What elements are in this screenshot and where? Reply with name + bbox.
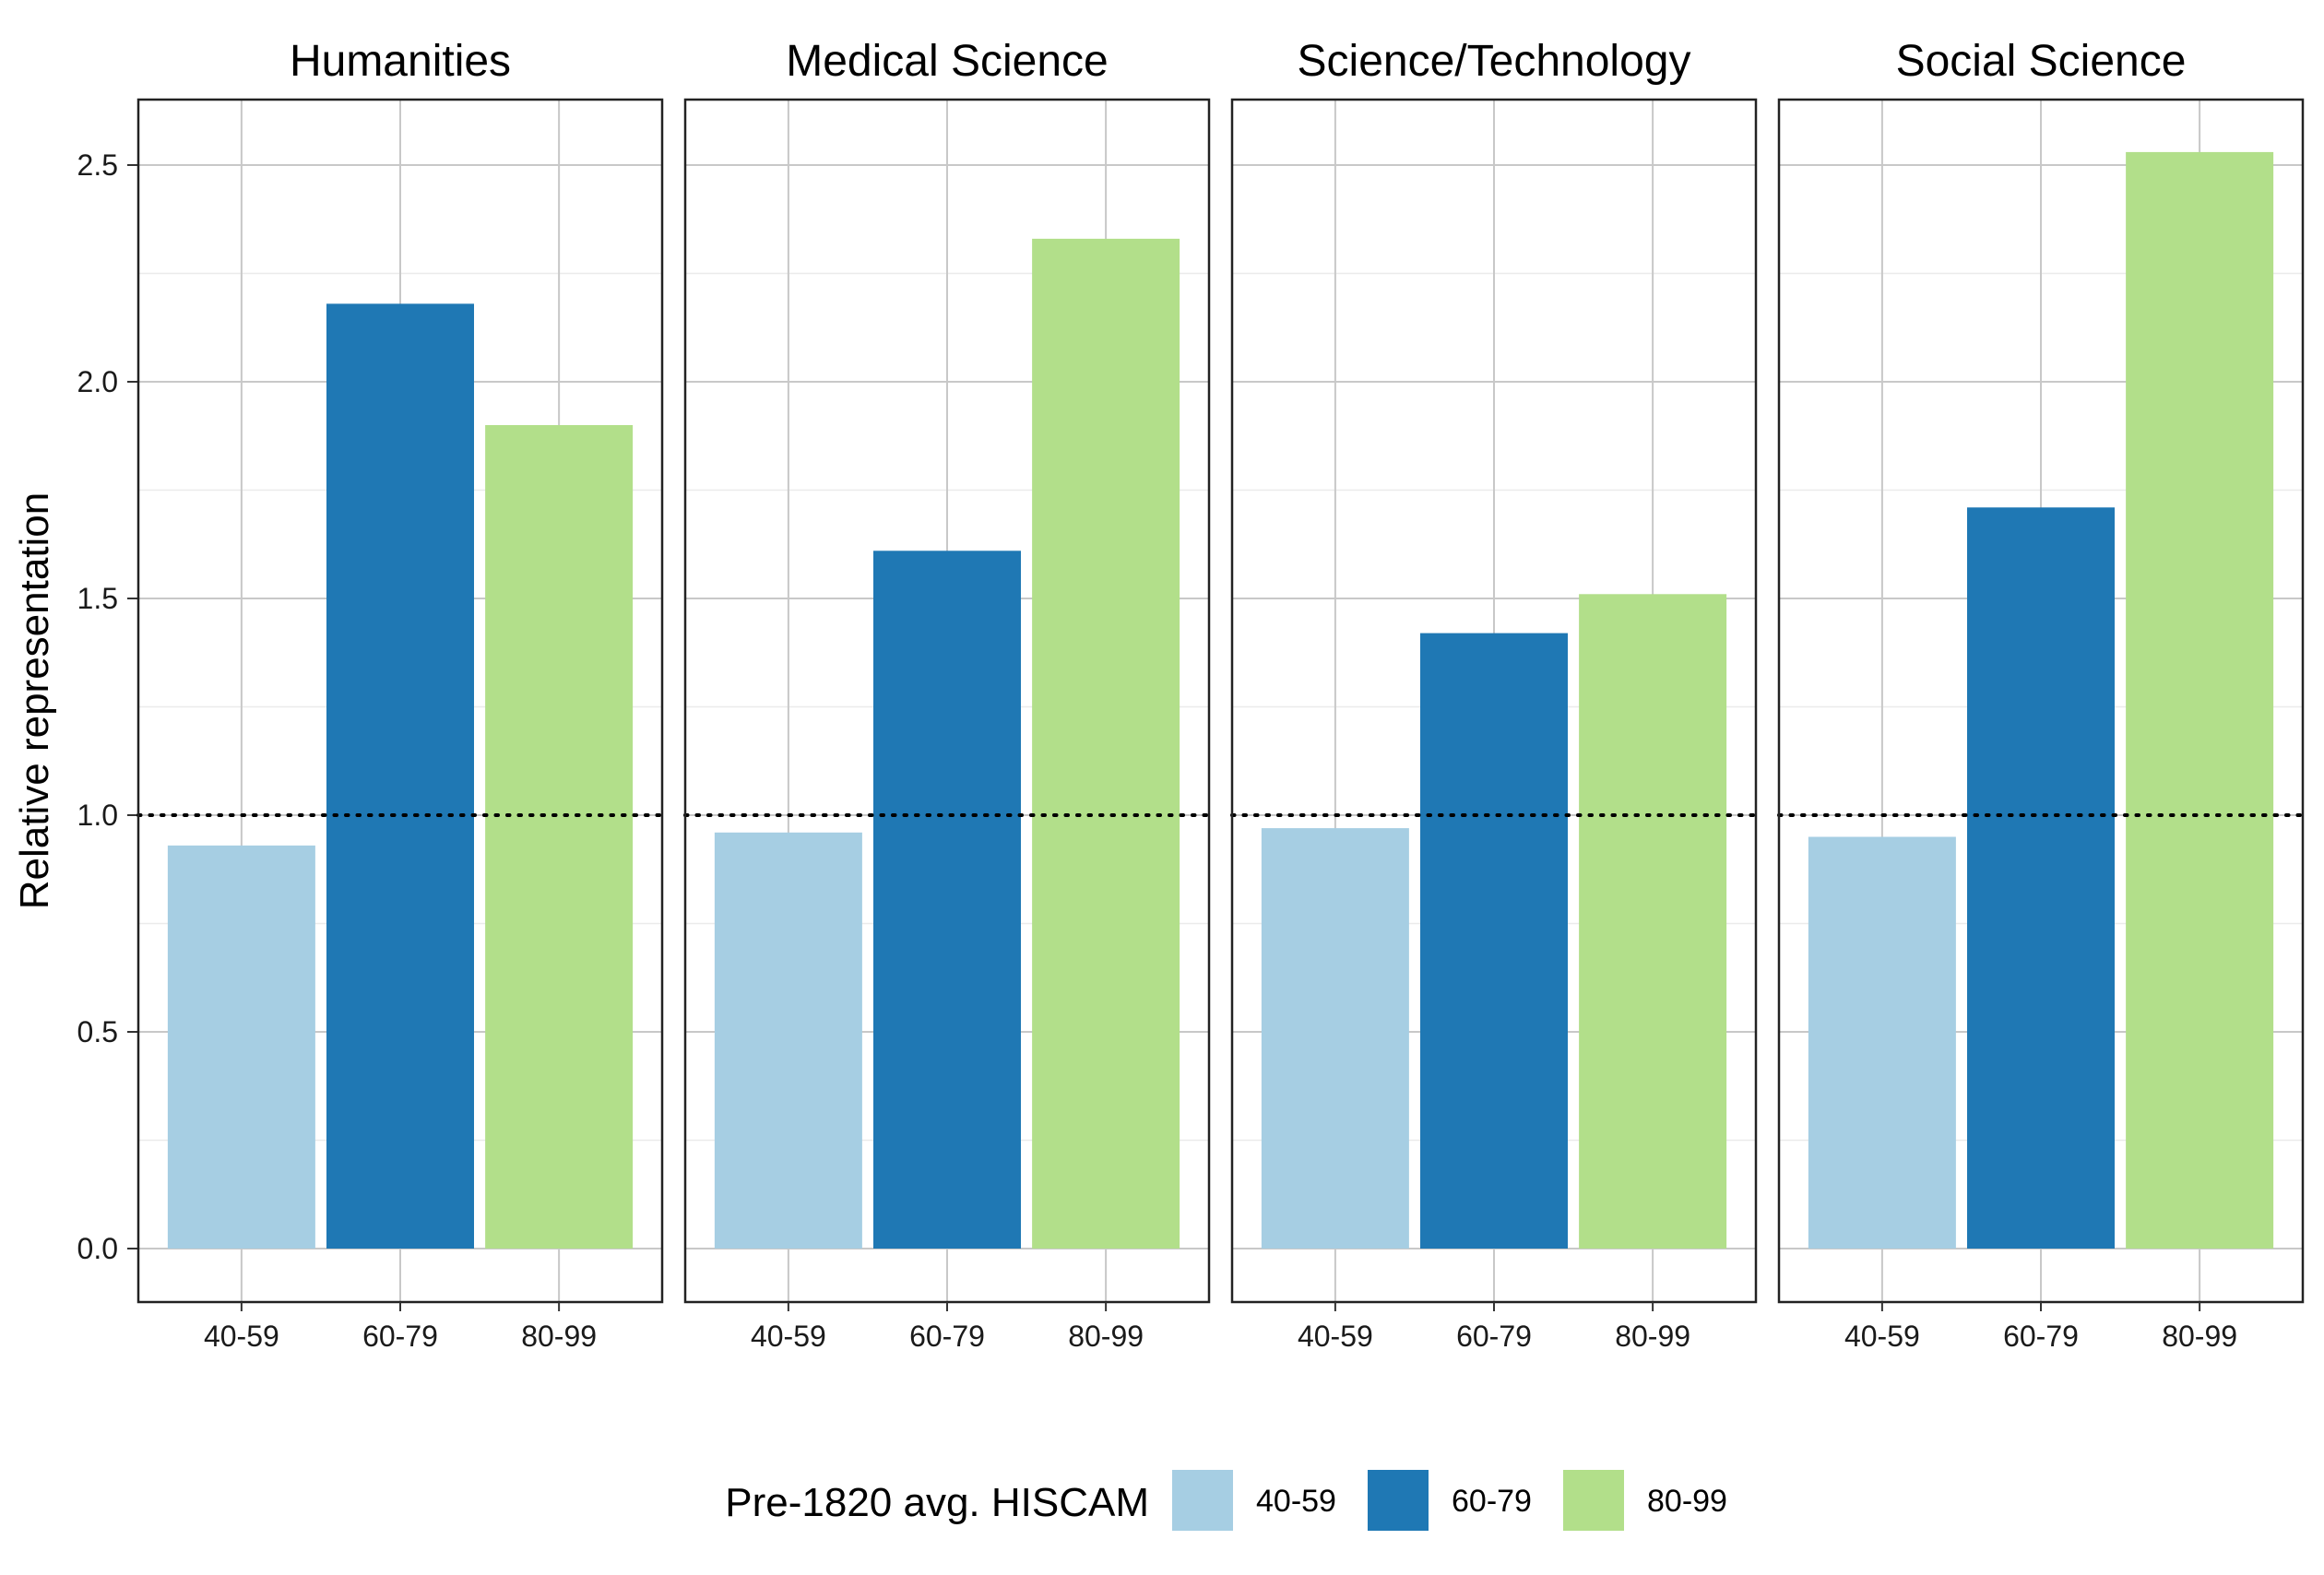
y-axis-title: Relative representation <box>12 492 57 909</box>
bar-social-science-60-79 <box>1967 507 2115 1249</box>
y-tick-label: 0.0 <box>77 1232 118 1265</box>
facet-title: Medical Science <box>786 37 1109 86</box>
x-tick-label: 80-99 <box>1615 1320 1690 1353</box>
y-tick-label: 2.0 <box>77 365 118 398</box>
x-tick-label: 40-59 <box>751 1320 826 1353</box>
bar-humanities-40-59 <box>167 845 315 1249</box>
bar-humanities-80-99 <box>485 425 634 1249</box>
facet-medical-science: Medical Science 40-59 60-79 80-99 <box>683 37 1211 1353</box>
x-tick-label: 40-59 <box>204 1320 279 1353</box>
x-tick-label: 60-79 <box>909 1320 985 1353</box>
legend-entry-80-99: 80-99 <box>1563 1470 1727 1531</box>
bar-medical-science-40-59 <box>714 832 862 1249</box>
legend-key <box>1368 1470 1429 1531</box>
x-tick-label: 80-99 <box>521 1320 597 1353</box>
facet-title: Humanities <box>290 37 511 86</box>
legend-label: 40-59 <box>1256 1484 1336 1519</box>
facet-panels: 0.0 0.5 1.0 1.5 2.0 2.5 Humanities 40-59 60-79 80… <box>77 37 2305 1353</box>
legend-title: Pre-1820 avg. HISCAM <box>725 1480 1149 1525</box>
facet-title: Social Science <box>1896 37 2187 86</box>
x-tick-label: 80-99 <box>1068 1320 1144 1353</box>
bar-medical-science-80-99 <box>1032 238 1180 1249</box>
facet-social-science: Social Science 40-59 60-79 80-99 <box>1777 37 2305 1353</box>
y-tick-label: 2.5 <box>77 148 118 182</box>
y-tick-label: 1.5 <box>77 582 118 615</box>
x-tick-label: 60-79 <box>362 1320 438 1353</box>
x-tick-label: 40-59 <box>1298 1320 1373 1353</box>
y-tick-label: 1.0 <box>77 799 118 832</box>
x-tick-label: 60-79 <box>2003 1320 2079 1353</box>
y-tick-label: 0.5 <box>77 1015 118 1048</box>
facet-science-technology: Science/Technology 40-59 60-79 80-99 <box>1230 37 1758 1353</box>
bar-science-technology-40-59 <box>1261 828 1409 1249</box>
legend-label: 80-99 <box>1647 1484 1727 1519</box>
legend-entry-60-79: 60-79 <box>1368 1470 1532 1531</box>
bar-medical-science-60-79 <box>873 551 1021 1249</box>
bar-social-science-40-59 <box>1808 836 1956 1249</box>
legend: Pre-1820 avg. HISCAM 40-59 60-79 80-99 <box>725 1470 1727 1531</box>
x-tick-label: 80-99 <box>2162 1320 2237 1353</box>
facet-humanities: Humanities 40-59 60-79 80-99 <box>136 37 664 1353</box>
legend-key <box>1563 1470 1624 1531</box>
x-tick-label: 60-79 <box>1456 1320 1532 1353</box>
legend-label: 60-79 <box>1452 1484 1532 1519</box>
bar-science-technology-80-99 <box>1579 594 1727 1249</box>
facet-title: Science/Technology <box>1298 37 1691 86</box>
bar-humanities-60-79 <box>326 303 474 1249</box>
legend-key <box>1172 1470 1233 1531</box>
bar-science-technology-60-79 <box>1420 633 1568 1249</box>
bar-social-science-80-99 <box>2126 151 2274 1249</box>
x-tick-label: 40-59 <box>1844 1320 1920 1353</box>
legend-entry-40-59: 40-59 <box>1172 1470 1336 1531</box>
